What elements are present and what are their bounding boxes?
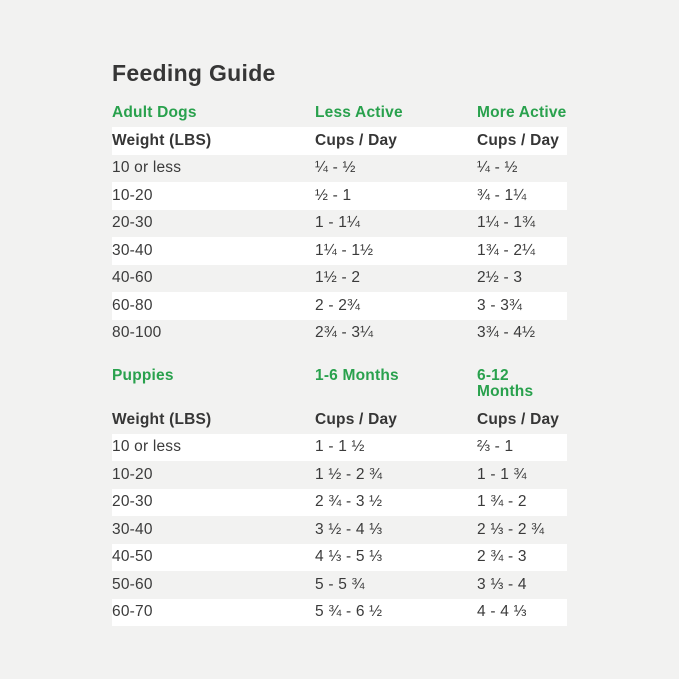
cell-cups-more-active: 3 - 3¾ [477,296,523,314]
cell-weight: 10 or less [112,159,182,177]
cell-weight: 10-20 [112,465,153,483]
cell-cups-1-6-months: 1 - 1 ½ [315,438,365,456]
table-row: 30-40 3 ½ - 4 ⅓ 2 ⅓ - 2 ¾ [112,516,567,544]
cell-cups-6-12-months: 2 ¾ - 3 [477,548,527,566]
section-labels-puppies: Puppies 1-6 Months 6-12 Months [112,368,567,400]
cell-cups-more-active: ¾ - 1¼ [477,186,527,204]
cell-weight: 30-40 [112,241,153,259]
cell-weight: 40-50 [112,548,153,566]
cell-cups-more-active: 3¾ - 4½ [477,324,536,342]
cell-weight: 10 or less [112,438,182,456]
cell-weight: 60-80 [112,296,153,314]
table-row: 10 or less ¼ - ½ ¼ - ½ [112,155,567,183]
cell-cups-6-12-months: ⅔ - 1 [477,438,514,456]
cell-cups-less-active: 2¾ - 3¼ [315,324,374,342]
cell-weight: 20-30 [112,214,153,232]
table-row: 10 or less 1 - 1 ½ ⅔ - 1 [112,433,567,461]
feeding-guide-content: Feeding Guide Adult Dogs Less Active Mor… [112,60,567,626]
table-row: 60-80 2 - 2¾ 3 - 3¾ [112,292,567,320]
table-row: 40-50 4 ⅓ - 5 ⅓ 2 ¾ - 3 [112,543,567,571]
cell-cups-less-active: 1¼ - 1½ [315,241,374,259]
section-adult-dogs: Adult Dogs Less Active More Active Weigh… [112,105,567,347]
table-header-row: Weight (LBS) Cups / Day Cups / Day [112,406,567,434]
cell-weight: 80-100 [112,324,162,342]
table-row: 20-30 1 - 1¼ 1¼ - 1¾ [112,210,567,238]
cell-weight: 30-40 [112,520,153,538]
cell-weight: 40-60 [112,269,153,287]
header-cell-weight: Weight (LBS) [112,131,212,149]
cell-cups-1-6-months: 2 ¾ - 3 ½ [315,493,383,511]
column-label-less-active: Less Active [315,104,403,121]
column-label-more-active: More Active [477,104,567,121]
cell-cups-more-active: 1¼ - 1¾ [477,214,536,232]
column-label-6-12-months: 6-12 Months [477,367,534,400]
table-row: 10-20 ½ - 1 ¾ - 1¼ [112,182,567,210]
cell-cups-less-active: ½ - 1 [315,186,352,204]
header-cell-cups-day-more-active: Cups / Day [477,131,560,149]
cell-cups-more-active: ¼ - ½ [477,159,518,177]
cell-cups-less-active: 2 - 2¾ [315,296,361,314]
cell-cups-less-active: ¼ - ½ [315,159,356,177]
cell-cups-less-active: 1½ - 2 [315,269,361,287]
cell-cups-1-6-months: 5 ¾ - 6 ½ [315,603,383,621]
table-row: 80-100 2¾ - 3¼ 3¾ - 4½ [112,320,567,348]
table-row: 60-70 5 ¾ - 6 ½ 4 - 4 ⅓ [112,598,567,626]
header-cell-cups-day-less-active: Cups / Day [315,131,398,149]
cell-cups-6-12-months: 2 ⅓ - 2 ¾ [477,520,545,538]
table-header-row: Weight (LBS) Cups / Day Cups / Day [112,127,567,155]
table-row: 40-60 1½ - 2 2½ - 3 [112,265,567,293]
table-row: 20-30 2 ¾ - 3 ½ 1 ¾ - 2 [112,488,567,516]
cell-cups-less-active: 1 - 1¼ [315,214,361,232]
cell-cups-1-6-months: 1 ½ - 2 ¾ [315,465,383,483]
section-puppies: Puppies 1-6 Months 6-12 Months Weight (L… [112,368,567,626]
header-cell-cups-day-1-6-months: Cups / Day [315,410,398,428]
cell-cups-6-12-months: 1 - 1 ¾ [477,465,527,483]
table-row: 30-40 1¼ - 1½ 1¾ - 2¼ [112,237,567,265]
table-row: 50-60 5 - 5 ¾ 3 ⅓ - 4 [112,571,567,599]
cell-cups-more-active: 1¾ - 2¼ [477,241,536,259]
cell-cups-6-12-months: 1 ¾ - 2 [477,493,527,511]
puppies-table: Weight (LBS) Cups / Day Cups / Day 10 or… [112,406,567,626]
header-cell-cups-day-6-12-months: Cups / Day [477,410,560,428]
cell-cups-1-6-months: 3 ½ - 4 ⅓ [315,520,383,538]
column-label-1-6-months: 1-6 Months [315,367,399,384]
cell-weight: 20-30 [112,493,153,511]
cell-weight: 60-70 [112,603,153,621]
section-label-puppies: Puppies [112,367,174,384]
cell-weight: 10-20 [112,186,153,204]
section-label-adult-dogs: Adult Dogs [112,104,197,121]
adult-dogs-table: Weight (LBS) Cups / Day Cups / Day 10 or… [112,127,567,347]
table-row: 10-20 1 ½ - 2 ¾ 1 - 1 ¾ [112,461,567,489]
cell-cups-6-12-months: 3 ⅓ - 4 [477,575,527,593]
header-cell-weight: Weight (LBS) [112,410,212,428]
cell-cups-1-6-months: 4 ⅓ - 5 ⅓ [315,548,383,566]
cell-cups-more-active: 2½ - 3 [477,269,523,287]
cell-cups-6-12-months: 4 - 4 ⅓ [477,603,527,621]
page-title: Feeding Guide [112,60,276,86]
cell-cups-1-6-months: 5 - 5 ¾ [315,575,365,593]
section-labels-adult: Adult Dogs Less Active More Active [112,105,567,121]
cell-weight: 50-60 [112,575,153,593]
